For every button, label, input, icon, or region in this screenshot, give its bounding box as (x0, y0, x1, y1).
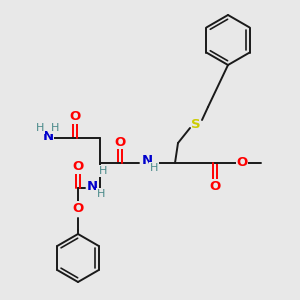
Text: N: N (141, 154, 153, 167)
Text: H: H (36, 123, 44, 133)
Text: H: H (51, 123, 59, 133)
Text: O: O (209, 179, 220, 193)
Text: H: H (99, 166, 107, 176)
Text: H: H (150, 163, 158, 173)
Text: H: H (97, 189, 105, 199)
Text: O: O (69, 110, 81, 124)
Text: S: S (191, 118, 201, 130)
Text: O: O (236, 157, 247, 169)
Text: N: N (42, 130, 54, 142)
Text: N: N (86, 179, 98, 193)
Text: O: O (72, 160, 84, 173)
Text: O: O (114, 136, 126, 148)
Text: O: O (72, 202, 84, 214)
